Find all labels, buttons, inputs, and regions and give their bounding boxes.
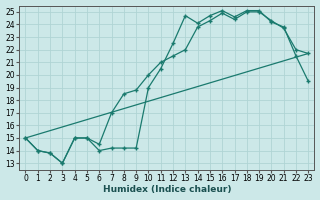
- X-axis label: Humidex (Indice chaleur): Humidex (Indice chaleur): [103, 185, 231, 194]
